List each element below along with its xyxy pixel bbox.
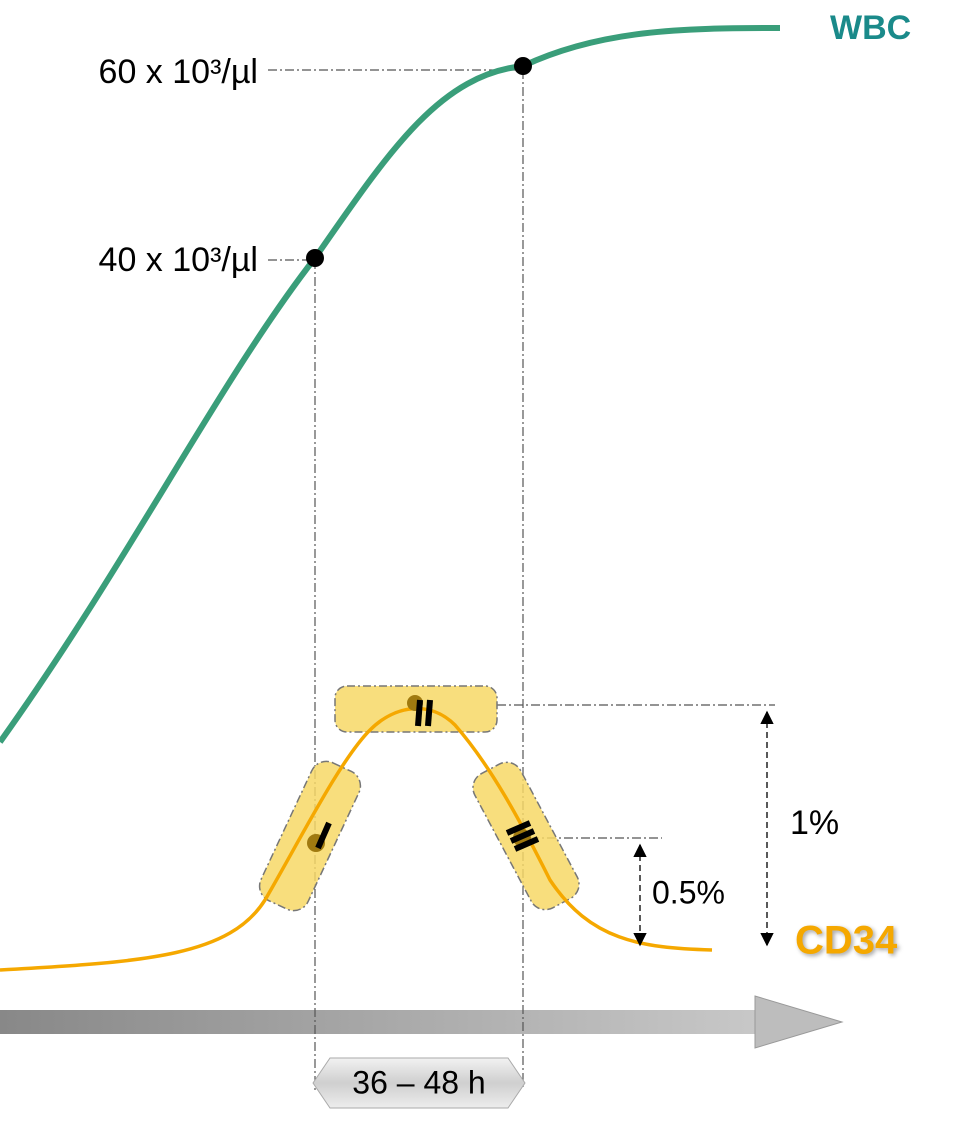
cd34-curve bbox=[0, 709, 712, 970]
wbc-point bbox=[306, 249, 324, 267]
window-label: 36 – 48 h bbox=[352, 1064, 485, 1100]
guide-lines bbox=[268, 70, 775, 1090]
cd34-label: CD34 bbox=[795, 919, 898, 963]
wbc-low-label: 40 x 10³/µl bbox=[99, 241, 258, 279]
cd34-half-label: 0.5% bbox=[652, 874, 725, 910]
time-axis bbox=[0, 996, 842, 1048]
cd34-peak-label: 1% bbox=[790, 804, 839, 842]
wbc-label: WBC bbox=[830, 9, 911, 47]
wbc-point bbox=[514, 57, 532, 75]
diagram: WBC CD34 60 x 10³/µl 40 x 10³/µl 1% 0.5%… bbox=[0, 0, 974, 1121]
wbc-curve bbox=[0, 28, 780, 742]
wbc-high-label: 60 x 10³/µl bbox=[99, 53, 258, 91]
